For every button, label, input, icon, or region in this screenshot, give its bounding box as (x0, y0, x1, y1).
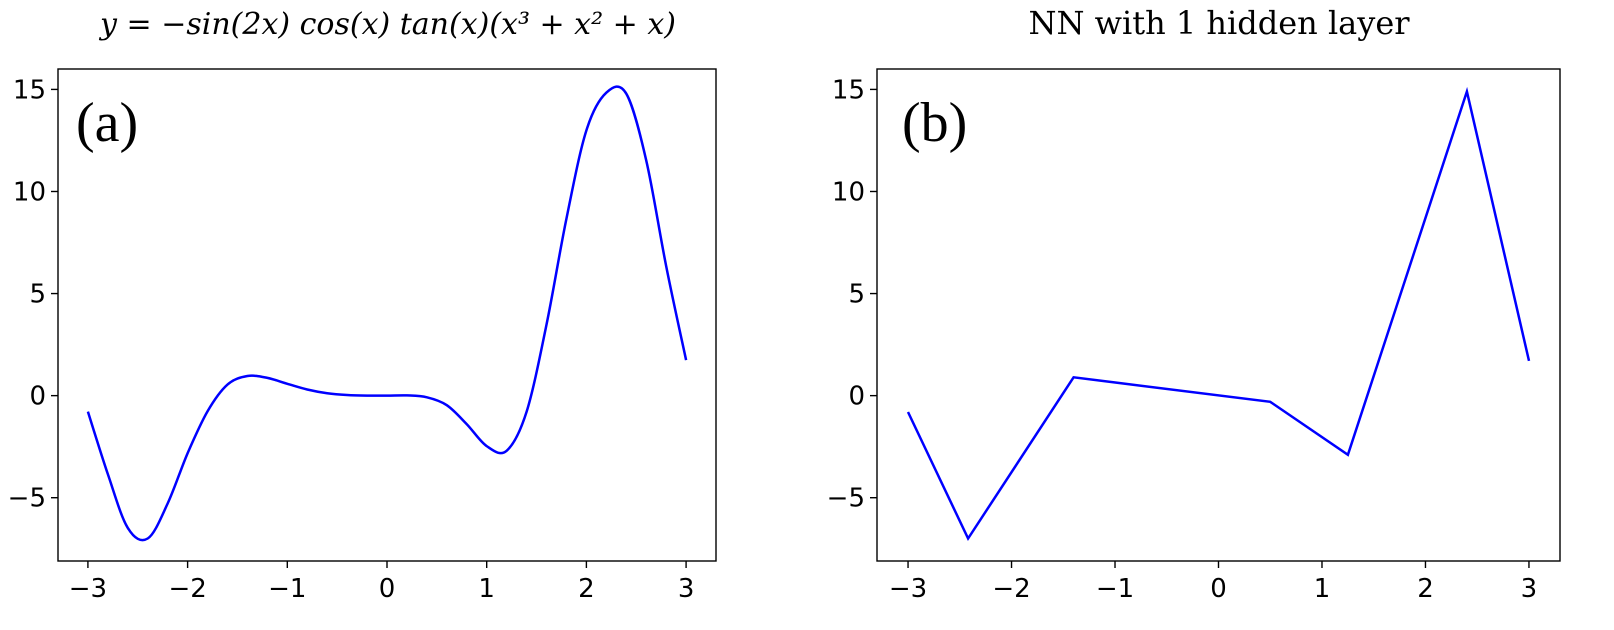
panel-b-x-tick-label: 2 (1417, 574, 1434, 604)
panel-b-x-tick-label: 1 (1314, 574, 1331, 604)
panel-a-x-tick-label: −3 (69, 574, 107, 604)
panel-a-title: y = −sin(2x) cos(x) tan(x)(x³ + x² + x) (98, 7, 676, 42)
panel-a-x-tick-label: −2 (168, 574, 206, 604)
panel-b-series-line (906, 86, 1531, 542)
panel-b-y-ticks: −5 0 5 10 15 (827, 75, 877, 514)
panel-b-y-tick-label: 15 (832, 75, 865, 105)
panel-b-y-tick-label: 5 (848, 280, 865, 310)
panel-a-x-tick-label: 1 (478, 574, 495, 604)
panel-b-x-tick-label: −3 (889, 574, 927, 604)
panel-a-x-tick-label: 0 (379, 574, 396, 604)
panel-a-x-tick-label: −1 (268, 574, 306, 604)
panel-a-letter: (a) (76, 92, 138, 154)
panel-a-x-tick-label: 3 (678, 574, 695, 604)
panel-a-series-line (86, 85, 688, 542)
panel-a-x-tick-label: 2 (578, 574, 595, 604)
panel-a-y-tick-label: 5 (29, 280, 46, 310)
panel-b-title: NN with 1 hidden layer (1028, 4, 1410, 42)
panel-b-letter: (b) (902, 92, 967, 154)
panel-b-x-tick-label: −1 (1096, 574, 1134, 604)
panel-a-y-tick-label: 10 (13, 177, 46, 207)
panel-b-x-ticks: −3 −2 −1 0 1 2 3 (889, 561, 1537, 604)
panel-a-y-tick-label: 0 (29, 382, 46, 412)
panel-b-y-tick-label: −5 (827, 484, 865, 514)
panel-b: NN with 1 hidden layer (b) −3 −2 −1 0 1 2 3 −5… (827, 4, 1561, 604)
panel-a-x-ticks: −3 −2 −1 0 1 2 3 (69, 561, 695, 604)
panel-a-plot-frame (57, 68, 717, 562)
panel-b-y-tick-label: 10 (832, 177, 865, 207)
panel-a: y = −sin(2x) cos(x) tan(x)(x³ + x² + x) … (8, 7, 717, 604)
panel-b-plot-frame (876, 68, 1561, 562)
panel-a-y-tick-label: −5 (8, 484, 46, 514)
panel-b-x-tick-label: 3 (1521, 574, 1538, 604)
panel-b-x-tick-label: 0 (1210, 574, 1227, 604)
panel-a-y-tick-label: 15 (13, 75, 46, 105)
panel-b-y-tick-label: 0 (848, 382, 865, 412)
panel-b-x-tick-label: −2 (992, 574, 1030, 604)
panel-a-y-ticks: −5 0 5 10 15 (8, 75, 58, 514)
